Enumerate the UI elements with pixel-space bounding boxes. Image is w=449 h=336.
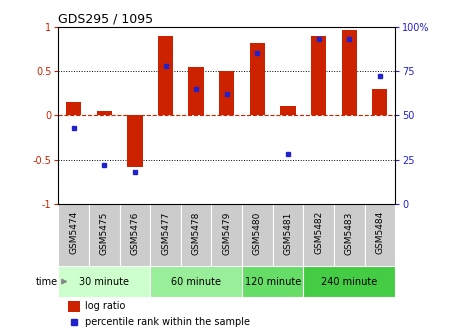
Bar — [89, 204, 119, 266]
Text: GSM5482: GSM5482 — [314, 211, 323, 254]
Text: 60 minute: 60 minute — [171, 277, 221, 287]
Bar — [150, 266, 242, 297]
Text: 120 minute: 120 minute — [245, 277, 301, 287]
Bar — [189, 67, 204, 115]
Text: log ratio: log ratio — [85, 301, 126, 311]
Bar — [119, 204, 150, 266]
Bar — [97, 111, 112, 115]
Text: percentile rank within the sample: percentile rank within the sample — [85, 317, 250, 327]
Bar — [58, 204, 89, 266]
Text: GSM5480: GSM5480 — [253, 211, 262, 255]
Text: GSM5477: GSM5477 — [161, 211, 170, 255]
Text: 240 minute: 240 minute — [321, 277, 377, 287]
Bar — [303, 204, 334, 266]
Text: GSM5484: GSM5484 — [375, 211, 384, 254]
Bar — [242, 204, 273, 266]
Bar — [219, 71, 234, 115]
Bar — [211, 204, 242, 266]
Bar — [242, 266, 303, 297]
Text: GSM5481: GSM5481 — [283, 211, 292, 255]
Bar — [250, 43, 265, 115]
Bar — [127, 115, 143, 167]
Text: GSM5476: GSM5476 — [130, 211, 139, 255]
Bar — [342, 30, 357, 115]
Bar — [365, 204, 395, 266]
Text: GSM5475: GSM5475 — [100, 211, 109, 255]
Bar — [334, 204, 365, 266]
Text: GSM5479: GSM5479 — [222, 211, 231, 255]
Bar — [58, 266, 150, 297]
Text: GSM5474: GSM5474 — [69, 211, 78, 254]
Text: GSM5478: GSM5478 — [192, 211, 201, 255]
Text: GSM5483: GSM5483 — [345, 211, 354, 255]
Bar — [66, 102, 81, 115]
Bar — [303, 266, 395, 297]
Bar — [372, 89, 387, 115]
Text: time: time — [36, 277, 58, 287]
Bar — [69, 301, 80, 312]
Bar — [311, 36, 326, 115]
Text: 30 minute: 30 minute — [79, 277, 129, 287]
Bar — [150, 204, 181, 266]
Bar — [280, 107, 295, 115]
Text: GDS295 / 1095: GDS295 / 1095 — [58, 13, 154, 26]
Bar — [158, 36, 173, 115]
Bar — [181, 204, 211, 266]
Bar — [273, 204, 303, 266]
